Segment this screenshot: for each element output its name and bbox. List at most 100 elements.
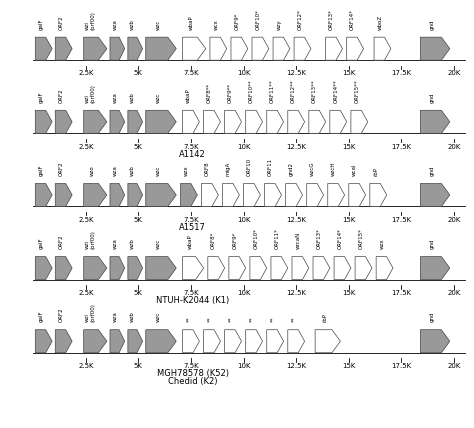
Text: 7.5K: 7.5K [183,71,199,77]
Text: ORF9**: ORF9** [228,83,233,103]
Text: **: ** [207,317,212,322]
Polygon shape [84,110,107,133]
Text: wbaP: wbaP [189,15,194,30]
Polygon shape [420,330,450,353]
Text: **: ** [291,317,296,322]
Text: 20K: 20K [447,217,461,223]
Text: ORF14*: ORF14* [337,228,343,249]
Polygon shape [420,37,450,60]
Text: wzx: wzx [184,166,189,176]
Text: Chedid (K2): Chedid (K2) [168,377,218,386]
Polygon shape [55,37,72,60]
Polygon shape [292,256,309,279]
Text: galF: galF [39,238,44,249]
Polygon shape [55,256,72,279]
Polygon shape [267,110,283,133]
Polygon shape [84,37,107,60]
Text: ORF14*: ORF14* [350,9,355,30]
Text: NTUH-K2044 (K1): NTUH-K2044 (K1) [156,296,229,305]
Text: 12.5K: 12.5K [286,290,306,296]
Text: **: ** [249,317,254,322]
Polygon shape [326,37,343,60]
Text: 10K: 10K [237,143,250,150]
Text: ORF2: ORF2 [59,15,64,30]
Polygon shape [252,37,269,60]
Text: wzy: wzy [276,19,282,30]
Polygon shape [273,37,290,60]
Text: wzb: wzb [130,165,135,176]
Text: ORF9*: ORF9* [234,12,239,30]
Text: ORF9*: ORF9* [232,232,237,249]
Text: ORF2: ORF2 [59,308,64,322]
Polygon shape [346,37,364,60]
Text: 7.5K: 7.5K [183,217,199,223]
Polygon shape [349,184,365,206]
Polygon shape [110,37,125,60]
Polygon shape [244,184,260,206]
Polygon shape [351,110,368,133]
Text: 10K: 10K [237,290,250,296]
Text: 2.5K: 2.5K [78,71,93,77]
Text: 12.5K: 12.5K [286,143,306,150]
Text: 5K: 5K [134,290,143,296]
Text: ORF12**: ORF12** [291,79,296,103]
Text: wboZ: wboZ [377,15,383,30]
Polygon shape [294,37,311,60]
Polygon shape [420,256,450,279]
Text: ORF8**: ORF8** [207,83,212,103]
Polygon shape [374,37,391,60]
Text: 17.5K: 17.5K [392,363,411,369]
Polygon shape [55,184,72,206]
Text: 5K: 5K [134,363,143,369]
Text: 20K: 20K [447,143,461,150]
Text: **: ** [228,317,233,322]
Polygon shape [181,184,197,206]
Text: wbaP: wbaP [186,88,191,103]
Polygon shape [182,110,200,133]
Polygon shape [315,330,340,353]
Text: A1142: A1142 [179,150,206,159]
Polygon shape [35,330,52,353]
Text: ORF11**: ORF11** [270,79,275,103]
Polygon shape [231,37,248,60]
Text: ORF15**: ORF15** [355,79,359,103]
Polygon shape [110,256,125,279]
Polygon shape [128,37,143,60]
Text: 12.5K: 12.5K [286,217,306,223]
Text: gnd: gnd [430,312,435,322]
Text: 15K: 15K [342,71,356,77]
Polygon shape [420,184,450,206]
Text: ORF15*: ORF15* [358,228,364,249]
Text: rbP: rbP [373,167,378,176]
Polygon shape [246,110,263,133]
Text: galF: galF [39,18,44,30]
Text: wza: wza [112,238,118,249]
Text: 2.5K: 2.5K [78,217,93,223]
Text: wza: wza [112,312,118,322]
Polygon shape [110,184,125,206]
Text: gnd: gnd [430,19,435,30]
Text: wzc: wzc [156,92,161,103]
Text: 10K: 10K [237,217,250,223]
Text: 10K: 10K [237,71,250,77]
Text: ORF13*: ORF13* [329,9,334,30]
Text: wzi
(orf00): wzi (orf00) [84,230,95,249]
Text: ORF2: ORF2 [59,235,64,249]
Text: wzo: wzo [90,165,95,176]
Polygon shape [246,330,263,353]
Polygon shape [334,256,351,279]
Text: 5K: 5K [134,143,143,150]
Polygon shape [370,184,387,206]
Text: wzb: wzb [130,238,135,249]
Polygon shape [182,37,206,60]
Text: wrcaN: wrcaN [295,232,301,249]
Polygon shape [146,110,176,133]
Text: ORF10: ORF10 [247,158,252,176]
Polygon shape [84,256,107,279]
Text: wzc: wzc [156,166,161,176]
Text: wzb: wzb [130,19,135,30]
Text: 2.5K: 2.5K [78,290,93,296]
Text: ORF10*: ORF10* [253,228,258,249]
Text: rbP: rbP [323,313,328,322]
Text: ORF2: ORF2 [59,161,64,176]
